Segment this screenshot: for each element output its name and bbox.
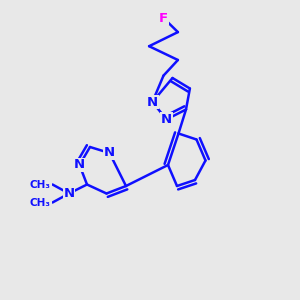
Text: N: N [74,158,85,172]
Text: N: N [147,95,158,109]
Text: CH₃: CH₃ [30,197,51,208]
Text: N: N [161,113,172,126]
Text: N: N [63,187,75,200]
Text: CH₃: CH₃ [30,179,51,190]
Text: F: F [159,11,168,25]
Text: N: N [104,146,115,160]
